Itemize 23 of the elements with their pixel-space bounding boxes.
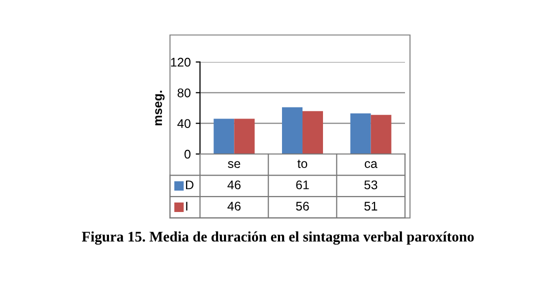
y-tick-label: 40	[177, 119, 190, 128]
legend-label: D	[186, 180, 194, 190]
y-tick-label: 0	[184, 150, 190, 159]
data-label: 51	[364, 202, 378, 211]
bar	[302, 111, 323, 154]
data-label: 46	[228, 180, 241, 190]
bar	[214, 118, 234, 154]
x-tick-label: to	[297, 160, 308, 168]
bar	[370, 114, 392, 154]
x-tick-label: se	[228, 161, 240, 168]
y-tick-label: 120	[171, 58, 190, 67]
data-label: 56	[296, 202, 309, 211]
y-axis-title: mseg.	[155, 90, 165, 126]
text: Figura 15. Media de duración en el sintagma verbal paroxítono	[82, 231, 474, 245]
bar	[282, 107, 302, 154]
data-label: 53	[364, 180, 378, 190]
legend-label: I	[186, 202, 188, 210]
bar	[350, 113, 371, 154]
data-label: 61	[296, 180, 309, 190]
bar	[234, 118, 255, 154]
x-tick-label: ca	[364, 161, 378, 168]
data-label: 46	[228, 202, 241, 211]
y-tick-label: 80	[178, 88, 190, 98]
